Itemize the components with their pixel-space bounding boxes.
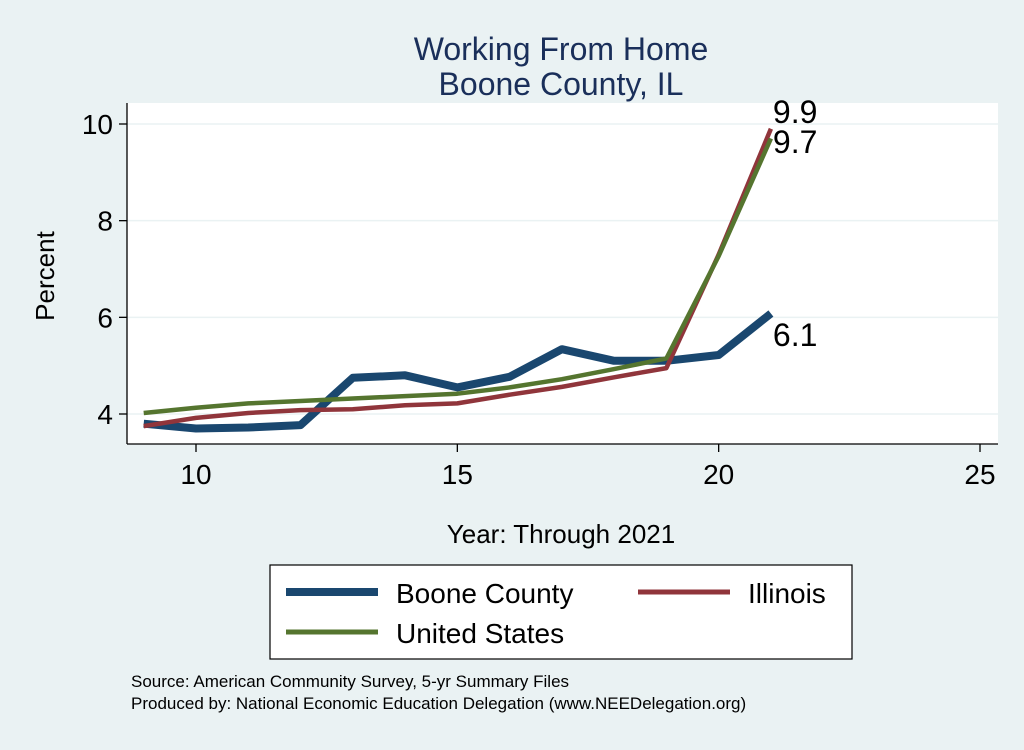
label-layer: 6.1 9.99.7	[773, 94, 817, 353]
grid-layer	[127, 123, 998, 415]
axis-layer	[126, 103, 998, 445]
x-axis-title: Year: Through 2021	[447, 519, 675, 549]
y-axis-title: Percent	[30, 230, 60, 320]
produced-by-note: Produced by: National Economic Education…	[131, 694, 746, 713]
x-tick-label-15: 15	[442, 459, 473, 490]
series-line-united-states	[143, 137, 773, 416]
series-line-boone-county	[143, 310, 774, 433]
end-label-boone-county: 6.1	[773, 317, 817, 353]
legend-box	[269, 564, 853, 660]
x-tick-label-20: 20	[703, 459, 734, 490]
y-tick-label-10: 10	[82, 109, 113, 140]
chart-subtitle: Boone County, IL	[439, 66, 684, 102]
y-tick-label-8: 8	[97, 206, 113, 237]
chart-title: Working From Home	[414, 31, 709, 67]
legend-label-united-states: United States	[396, 618, 564, 649]
y-tick-label-4: 4	[97, 399, 113, 430]
legend-label-illinois: Illinois	[748, 578, 826, 609]
source-note: Source: American Community Survey, 5-yr …	[131, 672, 569, 691]
end-label-illinois: 9.9	[773, 94, 817, 130]
legend: Boone County Illinois United States	[269, 564, 853, 660]
end-label-united-states: 9.7	[773, 124, 817, 160]
x-tick-label-10: 10	[180, 459, 211, 490]
legend-label-boone-county: Boone County	[396, 578, 573, 609]
series-layer	[143, 127, 774, 433]
plot-area	[127, 103, 998, 444]
y-tick-label-6: 6	[97, 302, 113, 333]
x-tick-label-25: 25	[964, 459, 995, 490]
series-line-illinois	[143, 127, 773, 429]
tick-layer: 4 6 8 10 10 15 20 25	[82, 109, 996, 490]
